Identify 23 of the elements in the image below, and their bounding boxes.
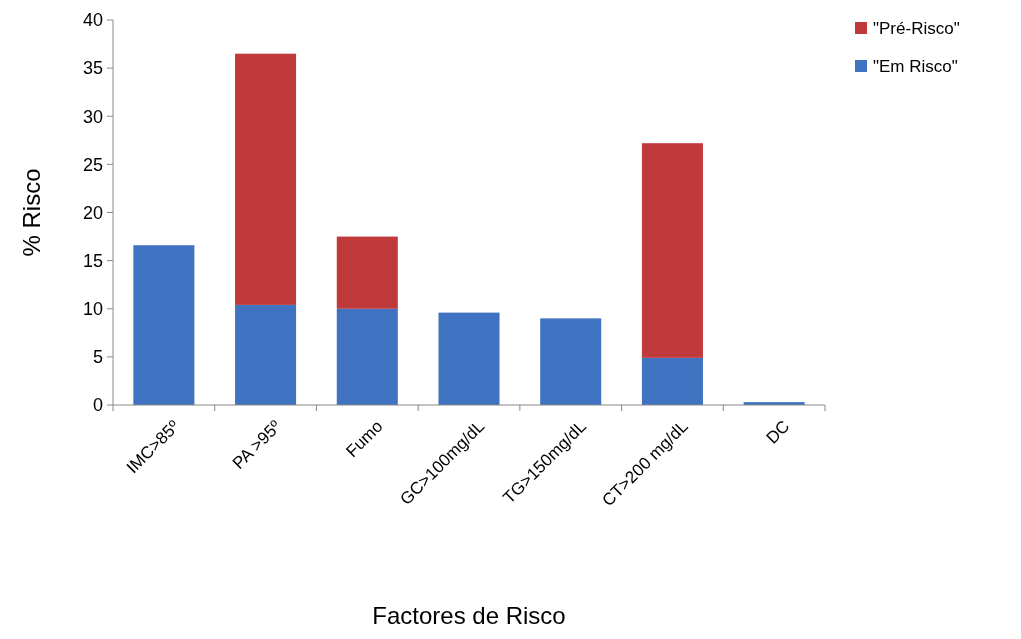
bar bbox=[641, 143, 703, 358]
bar bbox=[641, 357, 703, 405]
y-tick-label: 15 bbox=[82, 250, 103, 271]
y-tick-label: 35 bbox=[82, 58, 103, 79]
y-tick-label: 40 bbox=[82, 10, 103, 31]
legend-label: "Pré-Risco" bbox=[873, 18, 960, 38]
bar bbox=[133, 245, 195, 405]
legend-label: "Em Risco" bbox=[873, 56, 958, 76]
y-tick-label: 25 bbox=[82, 154, 103, 175]
x-tick-label: DC bbox=[762, 416, 794, 448]
bar bbox=[336, 308, 398, 405]
y-tick-label: 10 bbox=[82, 299, 103, 320]
bar bbox=[235, 304, 297, 405]
bar bbox=[438, 312, 500, 405]
y-tick-label: 20 bbox=[82, 202, 103, 223]
y-tick-label: 5 bbox=[92, 347, 103, 368]
bar bbox=[540, 318, 602, 405]
y-tick-label: 30 bbox=[82, 106, 103, 127]
bar bbox=[235, 53, 297, 305]
x-axis-title: Factores de Risco bbox=[372, 602, 566, 629]
y-tick-label: 0 bbox=[92, 395, 103, 416]
y-axis-title: % Risco bbox=[18, 168, 45, 257]
bar bbox=[336, 236, 398, 309]
